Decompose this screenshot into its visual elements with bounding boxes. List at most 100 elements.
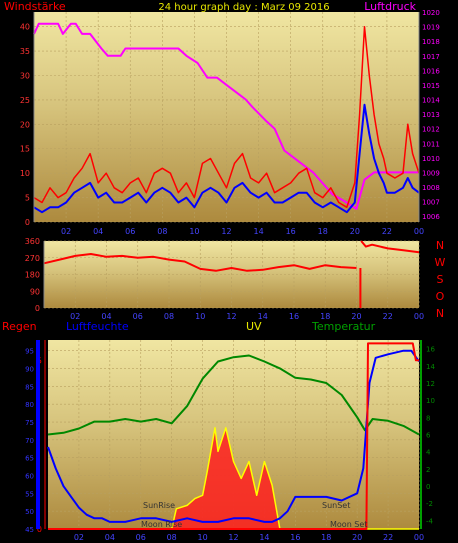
temperature-y-tick-label: 16 xyxy=(426,346,435,354)
compass-label: S xyxy=(437,273,444,286)
direction-y-tick-label: 180 xyxy=(25,271,40,280)
luftdruck-label: Luftdruck xyxy=(364,0,416,13)
temperature-y-tick-label: 6 xyxy=(426,432,431,440)
humidity-y-ticks: 45 50 55 60 65 70 75 80 85 90 95 xyxy=(25,348,34,534)
wind-y-tick-label: 15 xyxy=(20,145,30,154)
temperature-y-tick-label: 0 xyxy=(426,483,430,491)
humidity-y-tick-label: 65 xyxy=(25,455,34,463)
wind-x-tick-label: 20 xyxy=(350,227,360,236)
luftfeuchte-label: Luftfeuchte xyxy=(66,320,129,333)
compass-label: W xyxy=(435,256,446,269)
series-windmittel-line xyxy=(33,103,420,214)
wind-x-tick-label: 08 xyxy=(157,227,167,236)
climate-x-tick-label: 12 xyxy=(228,533,238,542)
uv-label: UV xyxy=(246,320,262,333)
humidity-y-tick-label: 75 xyxy=(25,419,34,427)
moonset-annotation: Moon Set xyxy=(330,520,367,529)
wind-y-tick-label: 30 xyxy=(20,71,30,80)
climate-x-tick-label: 06 xyxy=(136,533,146,542)
direction-y-tick-label: 90 xyxy=(30,287,40,296)
pressure-y-tick-label: 1009 xyxy=(422,169,440,177)
direction-x-tick-label: 22 xyxy=(383,312,393,321)
direction-x-tick-label: 00 xyxy=(414,312,424,321)
climate-x-ticks: 02 04 06 08 10 12 14 16 18 20 22 00 xyxy=(74,533,424,542)
direction-y-tick-label: 360 xyxy=(25,237,40,246)
direction-x-ticks: 02 04 06 08 10 12 14 16 18 20 22 00 xyxy=(70,312,424,321)
compass-label: N xyxy=(436,239,444,252)
pressure-y-tick-label: 1015 xyxy=(422,82,440,90)
pressure-y-tick-label: 1010 xyxy=(422,155,440,163)
direction-series xyxy=(43,240,420,308)
humidity-y-tick-label: 85 xyxy=(25,383,34,391)
sunset-annotation: SunSet xyxy=(322,501,350,510)
wind-grid xyxy=(34,12,420,223)
wind-y-tick-label: 25 xyxy=(20,96,30,105)
direction-y-tick-label: 270 xyxy=(25,254,40,263)
sunrise-annotation: SunRise xyxy=(143,501,175,510)
climate-x-tick-label: 08 xyxy=(167,533,177,542)
wind-x-ticks: 02 04 06 08 10 12 14 16 18 20 22 00 xyxy=(61,227,424,236)
wind-series xyxy=(33,22,420,214)
series-regen-line xyxy=(48,342,419,530)
pressure-y-tick-label: 1014 xyxy=(422,97,440,105)
wind-x-tick-label: 02 xyxy=(61,227,71,236)
direction-y-ticks: 0 90 180 270 360 xyxy=(25,237,40,313)
wind-x-tick-label: 18 xyxy=(318,227,328,236)
temperature-y-tick-label: 12 xyxy=(426,380,435,388)
temperature-y-tick-label: 2 xyxy=(426,466,430,474)
wind-x-tick-label: 16 xyxy=(286,227,296,236)
direction-x-tick-label: 06 xyxy=(133,312,143,321)
pressure-y-tick-label: 1012 xyxy=(422,126,440,134)
temperature-y-tick-label: 14 xyxy=(426,363,435,371)
regen-label: Regen xyxy=(2,320,37,333)
temperature-y-tick-label: -2 xyxy=(426,500,433,508)
climate-x-tick-label: 02 xyxy=(74,533,84,542)
climate-x-tick-label: 18 xyxy=(321,533,331,542)
pressure-y-tick-label: 1006 xyxy=(422,213,440,221)
direction-x-tick-label: 04 xyxy=(101,312,111,321)
wind-x-tick-label: 22 xyxy=(382,227,392,236)
humidity-y-tick-label: 90 xyxy=(25,366,34,374)
wind-x-tick-label: 06 xyxy=(125,227,135,236)
direction-x-tick-label: 10 xyxy=(195,312,205,321)
series-uv-line xyxy=(48,427,419,530)
wind-x-tick-label: 10 xyxy=(189,227,199,236)
direction-x-tick-label: 12 xyxy=(226,312,236,321)
wind-x-tick-label: 00 xyxy=(414,227,424,236)
direction-x-tick-label: 20 xyxy=(351,312,361,321)
climate-x-tick-label: 00 xyxy=(414,533,424,542)
direction-y-tick-label: 0 xyxy=(35,304,40,313)
direction-x-tick-label: 18 xyxy=(320,312,330,321)
pressure-y-tick-label: 1008 xyxy=(422,184,440,192)
climate-x-tick-label: 10 xyxy=(197,533,207,542)
series-windrichtung-line-a xyxy=(43,253,357,272)
wind-y-tick-label: 35 xyxy=(20,47,30,56)
pressure-y-tick-label: 1016 xyxy=(422,67,440,75)
wind-y-tick-label: 40 xyxy=(20,23,30,32)
humidity-y-tick-label: 95 xyxy=(25,348,34,356)
humidity-y-tick-label: 60 xyxy=(25,473,34,481)
temperature-y-tick-label: 4 xyxy=(426,449,431,457)
wind-y-tick-label: 0 xyxy=(25,218,30,227)
regen-y-tick-label: 0 xyxy=(37,525,42,534)
pressure-y-ticks: 1006 1007 1008 1009 1010 1011 1012 1013 1014 1015… xyxy=(422,9,440,221)
direction-x-tick-label: 16 xyxy=(289,312,299,321)
pressure-y-tick-label: 1017 xyxy=(422,53,440,61)
climate-x-tick-label: 22 xyxy=(383,533,393,542)
series-luftdruck-line xyxy=(33,22,419,210)
climate-x-tick-label: 20 xyxy=(352,533,362,542)
pressure-y-tick-label: 1019 xyxy=(422,24,440,32)
series-uv-area xyxy=(48,427,419,529)
temperature-y-tick-label: -4 xyxy=(426,517,434,525)
series-temperatur-line xyxy=(47,354,420,436)
climate-x-tick-label: 16 xyxy=(290,533,300,542)
humidity-y-tick-label: 55 xyxy=(25,490,34,498)
wind-x-tick-label: 14 xyxy=(253,227,263,236)
compass-label: N xyxy=(436,307,444,320)
wind-y-tick-label: 20 xyxy=(20,120,30,129)
temperature-y-ticks: -4 -2 0 2 4 6 8 10 12 14 16 xyxy=(426,346,435,526)
direction-grid xyxy=(44,240,420,309)
series-windrichtung-line-b xyxy=(360,240,420,254)
